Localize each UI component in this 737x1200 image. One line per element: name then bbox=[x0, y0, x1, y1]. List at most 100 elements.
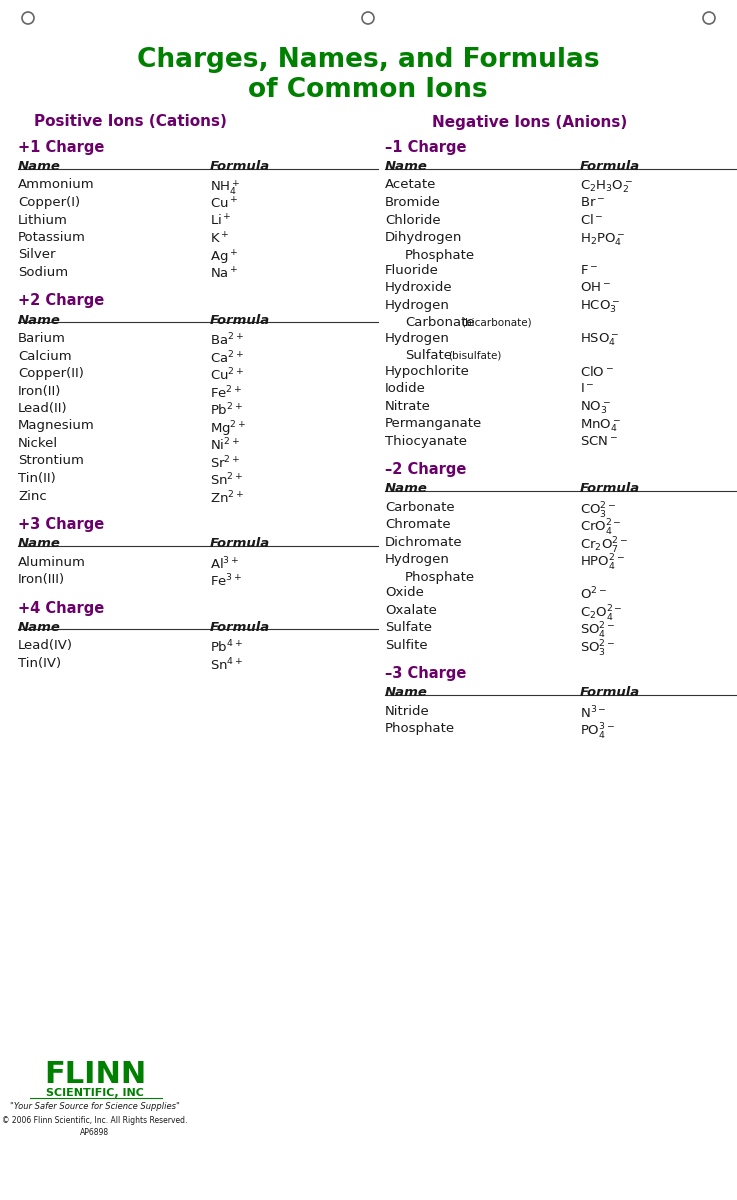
Text: Hydrogen: Hydrogen bbox=[385, 331, 450, 344]
Text: $\mathregular{SO_4^{2-}}$: $\mathregular{SO_4^{2-}}$ bbox=[580, 622, 615, 641]
Text: Barium: Barium bbox=[18, 332, 66, 346]
Text: (bicarbonate): (bicarbonate) bbox=[461, 318, 531, 328]
Text: Name: Name bbox=[18, 313, 61, 326]
Text: $\mathregular{O^{2-}}$: $\mathregular{O^{2-}}$ bbox=[580, 586, 607, 602]
Text: Name: Name bbox=[385, 482, 428, 496]
Text: $\mathregular{H_2PO_4^-}$: $\mathregular{H_2PO_4^-}$ bbox=[580, 230, 626, 247]
Text: $\mathregular{Pb^{4+}}$: $\mathregular{Pb^{4+}}$ bbox=[210, 638, 243, 655]
Text: Nitride: Nitride bbox=[385, 704, 430, 718]
Text: $\mathregular{Mg^{2+}}$: $\mathregular{Mg^{2+}}$ bbox=[210, 420, 246, 439]
Text: $\mathregular{SO_3^{2-}}$: $\mathregular{SO_3^{2-}}$ bbox=[580, 638, 615, 659]
Text: Hydrogen: Hydrogen bbox=[385, 553, 450, 566]
Text: Lithium: Lithium bbox=[18, 214, 68, 227]
Text: FLINN: FLINN bbox=[44, 1060, 146, 1090]
Text: $\mathregular{Ba^{2+}}$: $\mathregular{Ba^{2+}}$ bbox=[210, 332, 244, 348]
Text: $\mathregular{Al^{3+}}$: $\mathregular{Al^{3+}}$ bbox=[210, 556, 240, 572]
Text: $\mathregular{HCO_3^-}$: $\mathregular{HCO_3^-}$ bbox=[580, 299, 621, 316]
Text: Iron(II): Iron(II) bbox=[18, 384, 61, 397]
Text: Sulfate: Sulfate bbox=[405, 349, 452, 362]
Text: Formula: Formula bbox=[580, 686, 640, 700]
Text: Zinc: Zinc bbox=[18, 490, 46, 503]
Text: Carbonate: Carbonate bbox=[385, 500, 455, 514]
Text: $\mathregular{Cr_2O_7^{2-}}$: $\mathregular{Cr_2O_7^{2-}}$ bbox=[580, 535, 628, 556]
Text: $\mathregular{F^-}$: $\mathregular{F^-}$ bbox=[580, 264, 598, 277]
Text: SCIENTIFIC, INC: SCIENTIFIC, INC bbox=[46, 1088, 144, 1098]
Text: Formula: Formula bbox=[210, 538, 270, 550]
Text: Lead(IV): Lead(IV) bbox=[18, 638, 73, 652]
Text: $\mathregular{OH^-}$: $\mathregular{OH^-}$ bbox=[580, 281, 611, 294]
Text: © 2006 Flinn Scientific, Inc. All Rights Reserved.: © 2006 Flinn Scientific, Inc. All Rights… bbox=[2, 1116, 188, 1126]
Text: $\mathregular{CrO_4^{2-}}$: $\mathregular{CrO_4^{2-}}$ bbox=[580, 518, 622, 539]
Text: AP6898: AP6898 bbox=[80, 1128, 110, 1138]
Text: $\mathregular{C_2H_3O_2^-}$: $\mathregular{C_2H_3O_2^-}$ bbox=[580, 179, 633, 194]
Text: –3 Charge: –3 Charge bbox=[385, 666, 467, 682]
Text: $\mathregular{C_2O_4^{2-}}$: $\mathregular{C_2O_4^{2-}}$ bbox=[580, 604, 623, 624]
Text: Carbonate: Carbonate bbox=[405, 317, 475, 329]
Text: Name: Name bbox=[18, 538, 61, 550]
Text: Name: Name bbox=[385, 160, 428, 173]
Text: $\mathregular{Sr^{2+}}$: $\mathregular{Sr^{2+}}$ bbox=[210, 455, 240, 472]
Text: Name: Name bbox=[18, 620, 61, 634]
Text: Formula: Formula bbox=[210, 620, 270, 634]
Text: Phosphate: Phosphate bbox=[385, 722, 455, 736]
Text: Sulfite: Sulfite bbox=[385, 638, 427, 652]
Text: Bromide: Bromide bbox=[385, 196, 441, 209]
Text: $\mathregular{N^{3-}}$: $\mathregular{N^{3-}}$ bbox=[580, 704, 607, 721]
Text: Phosphate: Phosphate bbox=[405, 248, 475, 262]
Text: Permanganate: Permanganate bbox=[385, 418, 482, 430]
Text: Dihydrogen: Dihydrogen bbox=[385, 230, 462, 244]
Text: Oxide: Oxide bbox=[385, 586, 424, 599]
Text: Formula: Formula bbox=[580, 160, 640, 173]
Text: $\mathregular{K^+}$: $\mathregular{K^+}$ bbox=[210, 230, 229, 246]
Text: Acetate: Acetate bbox=[385, 179, 436, 192]
Text: $\mathregular{MnO_4^-}$: $\mathregular{MnO_4^-}$ bbox=[580, 418, 621, 433]
Text: Phosphate: Phosphate bbox=[405, 571, 475, 583]
Text: Thiocyanate: Thiocyanate bbox=[385, 434, 467, 448]
Text: $\mathregular{Sn^{4+}}$: $\mathregular{Sn^{4+}}$ bbox=[210, 656, 243, 673]
Text: $\mathregular{Cu^{2+}}$: $\mathregular{Cu^{2+}}$ bbox=[210, 367, 244, 384]
Text: $\mathregular{Br^-}$: $\mathregular{Br^-}$ bbox=[580, 196, 605, 209]
Text: Sulfate: Sulfate bbox=[385, 622, 432, 634]
Text: $\mathregular{Cu^+}$: $\mathregular{Cu^+}$ bbox=[210, 196, 238, 211]
Text: Chloride: Chloride bbox=[385, 214, 441, 227]
Text: $\mathregular{Li^+}$: $\mathregular{Li^+}$ bbox=[210, 214, 231, 229]
Text: Positive Ions (Cations): Positive Ions (Cations) bbox=[34, 114, 226, 130]
Text: $\mathregular{HPO_4^{2-}}$: $\mathregular{HPO_4^{2-}}$ bbox=[580, 553, 625, 574]
Text: –2 Charge: –2 Charge bbox=[385, 462, 467, 478]
Text: Hydroxide: Hydroxide bbox=[385, 281, 453, 294]
Text: Formula: Formula bbox=[210, 160, 270, 173]
Text: Calcium: Calcium bbox=[18, 349, 71, 362]
Text: Formula: Formula bbox=[580, 482, 640, 496]
Text: $\mathregular{CO_3^{2-}}$: $\mathregular{CO_3^{2-}}$ bbox=[580, 500, 616, 521]
Text: Iron(III): Iron(III) bbox=[18, 572, 65, 586]
Text: "Your Safer Source for Science Supplies": "Your Safer Source for Science Supplies" bbox=[10, 1102, 180, 1111]
Text: $\mathregular{Ag^+}$: $\mathregular{Ag^+}$ bbox=[210, 248, 238, 266]
Text: Sodium: Sodium bbox=[18, 266, 68, 278]
Text: $\mathregular{Ca^{2+}}$: $\mathregular{Ca^{2+}}$ bbox=[210, 349, 244, 366]
Text: +3 Charge: +3 Charge bbox=[18, 517, 104, 532]
Text: Chromate: Chromate bbox=[385, 518, 450, 532]
Text: Negative Ions (Anions): Negative Ions (Anions) bbox=[433, 114, 628, 130]
Text: $\mathregular{Fe^{3+}}$: $\mathregular{Fe^{3+}}$ bbox=[210, 572, 242, 589]
Text: +2 Charge: +2 Charge bbox=[18, 294, 104, 308]
Text: Potassium: Potassium bbox=[18, 230, 86, 244]
Text: $\mathregular{SCN^-}$: $\mathregular{SCN^-}$ bbox=[580, 434, 618, 448]
Text: Magnesium: Magnesium bbox=[18, 420, 95, 432]
Text: (bisulfate): (bisulfate) bbox=[448, 350, 502, 361]
Text: Silver: Silver bbox=[18, 248, 55, 262]
Text: Hydrogen: Hydrogen bbox=[385, 299, 450, 312]
Text: $\mathregular{Cl^-}$: $\mathregular{Cl^-}$ bbox=[580, 214, 604, 228]
Text: Copper(II): Copper(II) bbox=[18, 367, 84, 380]
Text: Formula: Formula bbox=[210, 313, 270, 326]
Text: Oxalate: Oxalate bbox=[385, 604, 437, 617]
Text: $\mathregular{NO_3^-}$: $\mathregular{NO_3^-}$ bbox=[580, 400, 611, 416]
Text: $\mathregular{ClO^-}$: $\mathregular{ClO^-}$ bbox=[580, 365, 614, 379]
Text: Ammonium: Ammonium bbox=[18, 179, 94, 192]
Text: Hypochlorite: Hypochlorite bbox=[385, 365, 470, 378]
Text: Iodide: Iodide bbox=[385, 382, 426, 395]
Text: Nickel: Nickel bbox=[18, 437, 58, 450]
Text: $\mathregular{HSO_4^-}$: $\mathregular{HSO_4^-}$ bbox=[580, 331, 620, 348]
Text: of Common Ions: of Common Ions bbox=[248, 77, 488, 103]
Text: $\mathregular{Pb^{2+}}$: $\mathregular{Pb^{2+}}$ bbox=[210, 402, 243, 419]
Text: $\mathregular{PO_4^{3-}}$: $\mathregular{PO_4^{3-}}$ bbox=[580, 722, 615, 742]
